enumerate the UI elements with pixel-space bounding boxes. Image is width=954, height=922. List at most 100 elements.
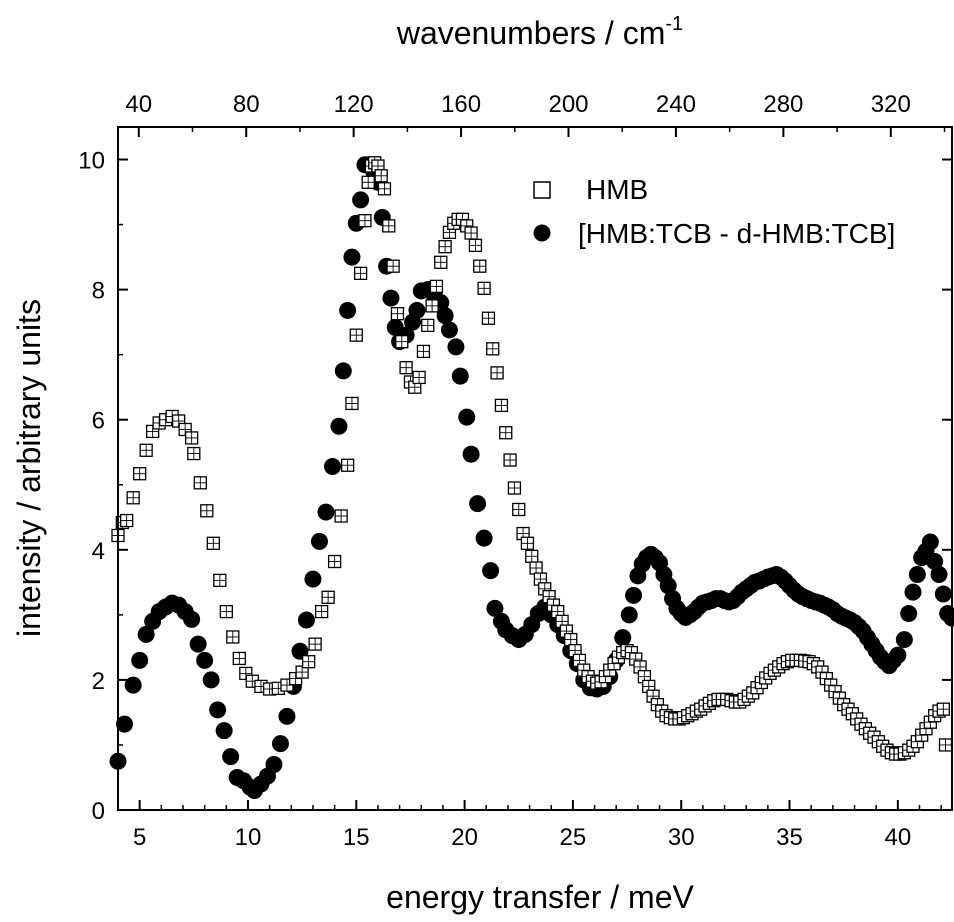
data-point-diff bbox=[889, 646, 907, 664]
data-point-hmb bbox=[200, 504, 214, 518]
data-point-hmb bbox=[213, 573, 227, 588]
data-point-diff bbox=[310, 532, 328, 550]
data-point-hmb bbox=[377, 182, 392, 196]
x-tick-label: 20 bbox=[451, 824, 478, 851]
data-point-hmb bbox=[340, 458, 355, 472]
data-point-hmb bbox=[185, 431, 199, 445]
x2-tick-label: 80 bbox=[233, 91, 260, 118]
data-point-diff bbox=[921, 533, 939, 551]
data-point-diff bbox=[215, 722, 233, 740]
x2-tick-label: 280 bbox=[763, 91, 803, 118]
data-point-diff bbox=[447, 338, 465, 356]
data-point-hmb bbox=[361, 175, 375, 189]
data-point-diff bbox=[317, 503, 335, 521]
data-point-hmb bbox=[382, 219, 396, 233]
data-point-hmb bbox=[938, 738, 953, 752]
data-point-hmb bbox=[301, 655, 316, 669]
data-point-hmb bbox=[438, 240, 452, 254]
data-point-diff bbox=[440, 321, 458, 339]
data-point-hmb bbox=[486, 342, 500, 356]
x-tick-label: 35 bbox=[776, 824, 803, 851]
data-point-diff bbox=[352, 191, 370, 209]
data-point-hmb bbox=[507, 481, 522, 495]
data-point-hmb bbox=[529, 561, 543, 575]
top-x-axis-label-text: wavenumbers / cm bbox=[396, 15, 666, 51]
data-point-hmb bbox=[349, 328, 363, 342]
top-x-axis: 40 80 120 160 200 240 280 320 bbox=[125, 91, 946, 137]
y-tick-label: 4 bbox=[92, 538, 105, 565]
data-point-hmb bbox=[520, 536, 535, 550]
data-point-diff bbox=[900, 605, 918, 623]
data-point-hmb bbox=[412, 370, 426, 385]
data-point-diff bbox=[659, 577, 677, 595]
data-point-hmb bbox=[232, 651, 246, 666]
legend: HMB [HMB:TCB - d-HMB:TCB] bbox=[533, 174, 895, 249]
data-point-diff bbox=[458, 408, 476, 426]
data-point-diff bbox=[614, 629, 632, 647]
data-point-hmb bbox=[525, 549, 539, 563]
data-point-hmb bbox=[421, 318, 435, 333]
data-point-diff bbox=[382, 289, 400, 307]
data-point-diff bbox=[625, 586, 643, 604]
data-point-diff bbox=[908, 566, 926, 584]
y-axis-label: intensity / arbitrary units bbox=[11, 299, 47, 637]
data-point-hmb bbox=[399, 361, 413, 375]
data-point-diff bbox=[930, 566, 948, 584]
data-point-hmb bbox=[120, 513, 134, 528]
x2-tick-label: 200 bbox=[548, 91, 588, 118]
data-point-hmb bbox=[353, 266, 368, 281]
data-point-diff bbox=[482, 562, 500, 580]
x-axis: 5 10 15 20 25 30 35 40 bbox=[117, 800, 942, 851]
data-point-diff bbox=[271, 735, 289, 753]
data-point-diff bbox=[196, 651, 214, 669]
data-point-hmb bbox=[468, 238, 483, 253]
data-point-diff bbox=[904, 583, 922, 601]
data-point-hmb bbox=[345, 396, 359, 411]
x-tick-label: 5 bbox=[133, 824, 146, 851]
data-point-hmb bbox=[429, 279, 444, 294]
data-point-diff bbox=[895, 631, 913, 649]
x2-tick-label: 240 bbox=[656, 91, 696, 118]
data-point-hmb bbox=[512, 502, 526, 517]
legend-label-hmb: HMB bbox=[586, 174, 648, 205]
data-point-diff bbox=[131, 651, 149, 669]
y-tick-label: 0 bbox=[92, 798, 105, 825]
data-point-diff bbox=[451, 367, 469, 385]
legend-label-diff: [HMB:TCB - d-HMB:TCB] bbox=[578, 218, 895, 249]
y-tick-label: 10 bbox=[78, 148, 105, 175]
data-point-diff bbox=[115, 715, 133, 733]
data-point-diff bbox=[278, 707, 296, 725]
legend-marker-diff bbox=[533, 224, 551, 242]
data-point-hmb bbox=[334, 509, 348, 523]
data-point-diff bbox=[330, 417, 348, 435]
data-point-hmb bbox=[416, 344, 431, 359]
x2-tick-label: 160 bbox=[441, 91, 481, 118]
data-point-hmb bbox=[314, 604, 329, 619]
data-point-diff bbox=[620, 606, 638, 624]
data-point-diff bbox=[222, 748, 240, 766]
data-point-diff bbox=[475, 529, 493, 547]
data-point-hmb bbox=[226, 630, 240, 644]
data-point-diff bbox=[209, 701, 227, 719]
plot-frame bbox=[117, 126, 953, 811]
x-tick-label: 40 bbox=[884, 824, 911, 851]
data-point-hmb bbox=[434, 255, 448, 269]
top-x-axis-label: wavenumbers / cm-1 bbox=[396, 13, 683, 51]
x-tick-label: 30 bbox=[668, 824, 695, 851]
x-tick-label: 15 bbox=[343, 824, 370, 851]
data-point-hmb bbox=[206, 536, 220, 550]
data-point-hmb bbox=[374, 169, 388, 183]
data-point-hmb bbox=[936, 702, 950, 716]
data-point-hmb bbox=[133, 467, 147, 481]
data-point-hmb bbox=[386, 259, 400, 273]
x-tick-label: 25 bbox=[560, 824, 587, 851]
data-point-diff bbox=[926, 553, 944, 571]
data-point-hmb bbox=[308, 637, 322, 651]
data-point-hmb bbox=[390, 307, 405, 321]
x-tick-label: 10 bbox=[235, 824, 262, 851]
data-point-hmb bbox=[139, 443, 153, 457]
data-point-hmb bbox=[321, 590, 335, 604]
data-point-hmb bbox=[494, 398, 509, 413]
